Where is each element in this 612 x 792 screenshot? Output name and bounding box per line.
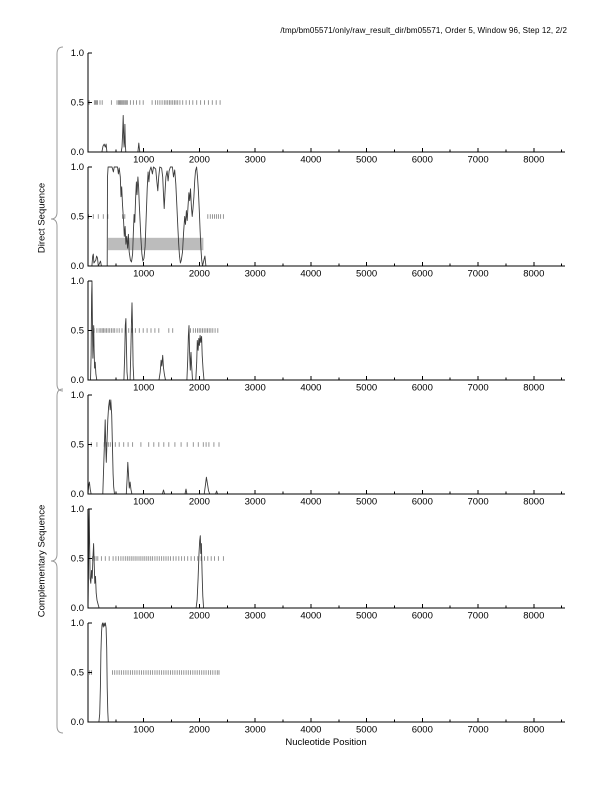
group-brace bbox=[50, 46, 64, 392]
x-tick-label: 8000 bbox=[523, 383, 544, 394]
x-tick-label: 1000 bbox=[133, 725, 154, 736]
y-tick-label: 0.5 bbox=[71, 98, 84, 109]
x-tick-label: 5000 bbox=[356, 497, 377, 508]
x-tick-label: 8000 bbox=[523, 725, 544, 736]
panel-direct-2: 1.0 0.5 0.0 1000 2000 3000 4000 5000 6000 7000 800… bbox=[71, 162, 565, 280]
x-axis-label: Nucleotide Position bbox=[285, 737, 367, 748]
x-tick-label: 7000 bbox=[468, 155, 489, 166]
x-tick-label: 4000 bbox=[300, 497, 321, 508]
x-tick-label: 3000 bbox=[245, 269, 266, 280]
x-tick-label: 8000 bbox=[523, 155, 544, 166]
y-tick-label: 0.5 bbox=[71, 326, 84, 337]
panel-complementary-1: 1.0 0.5 0.0 1000 2000 3000 4000 5000 6000 7000 800… bbox=[71, 390, 565, 508]
axes bbox=[87, 395, 565, 495]
x-tick-label: 1000 bbox=[133, 155, 154, 166]
signal-ticks bbox=[90, 442, 220, 447]
x-tick-label: 6000 bbox=[412, 383, 433, 394]
density-curve bbox=[88, 114, 565, 153]
density-curve bbox=[88, 166, 565, 267]
y-tick-label: 1.0 bbox=[71, 162, 84, 173]
x-tick-label: 2000 bbox=[189, 383, 210, 394]
x-tick-label: 2000 bbox=[189, 611, 210, 622]
x-tick-label: 4000 bbox=[300, 383, 321, 394]
axes bbox=[87, 167, 565, 267]
y-tick-label: 0.0 bbox=[71, 489, 84, 500]
signal-ticks bbox=[89, 670, 220, 675]
shaded-region bbox=[108, 237, 204, 251]
panel-direct-3: 1.0 0.5 0.0 1000 2000 3000 4000 5000 6000 7000 800… bbox=[71, 276, 565, 394]
x-tick-label: 3000 bbox=[245, 725, 266, 736]
x-tick-label: 6000 bbox=[412, 269, 433, 280]
signal-ticks bbox=[93, 328, 219, 333]
x-tick-label: 7000 bbox=[468, 269, 489, 280]
x-tick-label: 3000 bbox=[245, 383, 266, 394]
x-tick-label: 6000 bbox=[412, 155, 433, 166]
x-tick-label: 1000 bbox=[133, 497, 154, 508]
y-tick-label: 1.0 bbox=[71, 618, 84, 629]
x-tick-label: 6000 bbox=[412, 497, 433, 508]
density-curve bbox=[88, 622, 565, 723]
x-tick-label: 8000 bbox=[523, 497, 544, 508]
x-tick-label: 7000 bbox=[468, 725, 489, 736]
x-tick-label: 3000 bbox=[245, 155, 266, 166]
x-tick-label: 3000 bbox=[245, 497, 266, 508]
density-curve bbox=[88, 280, 565, 381]
x-tick-label: 7000 bbox=[468, 383, 489, 394]
x-tick-label: 6000 bbox=[412, 725, 433, 736]
x-tick-label: 5000 bbox=[356, 155, 377, 166]
y-tick-label: 0.5 bbox=[71, 440, 84, 451]
x-tick-label: 4000 bbox=[300, 725, 321, 736]
x-tick-label: 4000 bbox=[300, 155, 321, 166]
x-tick-label: 2000 bbox=[189, 497, 210, 508]
panel-direct-1: 1.0 0.5 0.0 1000 2000 3000 4000 5000 6000 7000 800… bbox=[71, 48, 565, 166]
x-tick-label: 4000 bbox=[300, 611, 321, 622]
x-tick-label: 5000 bbox=[356, 611, 377, 622]
x-tick-label: 2000 bbox=[189, 155, 210, 166]
x-tick-label: 1000 bbox=[133, 269, 154, 280]
y-tick-label: 0.5 bbox=[71, 212, 84, 223]
y-tick-label: 1.0 bbox=[71, 504, 84, 515]
x-tick-label: 8000 bbox=[523, 269, 544, 280]
group-brace bbox=[50, 388, 64, 734]
x-tick-label: 7000 bbox=[468, 497, 489, 508]
x-tick-label: 8000 bbox=[523, 611, 544, 622]
x-tick-label: 4000 bbox=[300, 269, 321, 280]
y-tick-label: 1.0 bbox=[71, 276, 84, 287]
x-tick-label: 5000 bbox=[356, 269, 377, 280]
density-curve bbox=[87, 508, 565, 609]
x-tick-label: 7000 bbox=[468, 611, 489, 622]
y-tick-label: 0.0 bbox=[71, 603, 84, 614]
panel-complementary-2: 1.0 0.5 0.0 1000 2000 3000 4000 5000 6000 7000 800… bbox=[71, 504, 565, 622]
y-tick-label: 0.0 bbox=[71, 147, 84, 158]
plot-title: /tmp/bm05571/only/raw_result_dir/bm05571… bbox=[280, 26, 567, 35]
y-tick-label: 0.0 bbox=[71, 375, 84, 386]
x-tick-label: 1000 bbox=[133, 611, 154, 622]
signal-ticks bbox=[88, 100, 221, 105]
x-tick-label: 6000 bbox=[412, 611, 433, 622]
y-tick-label: 1.0 bbox=[71, 48, 84, 59]
x-tick-label: 2000 bbox=[189, 725, 210, 736]
y-tick-label: 1.0 bbox=[71, 390, 84, 401]
panel-complementary-3: 1.0 0.5 0.0 1000 2000 3000 4000 5000 6000 7000 800… bbox=[71, 618, 565, 736]
signal-ticks bbox=[88, 214, 224, 219]
y-tick-label: 0.0 bbox=[71, 717, 84, 728]
x-tick-label: 3000 bbox=[245, 611, 266, 622]
y-tick-label: 0.5 bbox=[71, 554, 84, 565]
axes bbox=[87, 281, 565, 381]
x-tick-label: 5000 bbox=[356, 383, 377, 394]
y-tick-label: 0.0 bbox=[71, 261, 84, 272]
x-tick-label: 5000 bbox=[356, 725, 377, 736]
x-tick-label: 2000 bbox=[189, 269, 210, 280]
signal-ticks bbox=[92, 556, 224, 561]
y-tick-label: 0.5 bbox=[71, 668, 84, 679]
x-tick-label: 1000 bbox=[133, 383, 154, 394]
density-curve bbox=[87, 399, 565, 495]
